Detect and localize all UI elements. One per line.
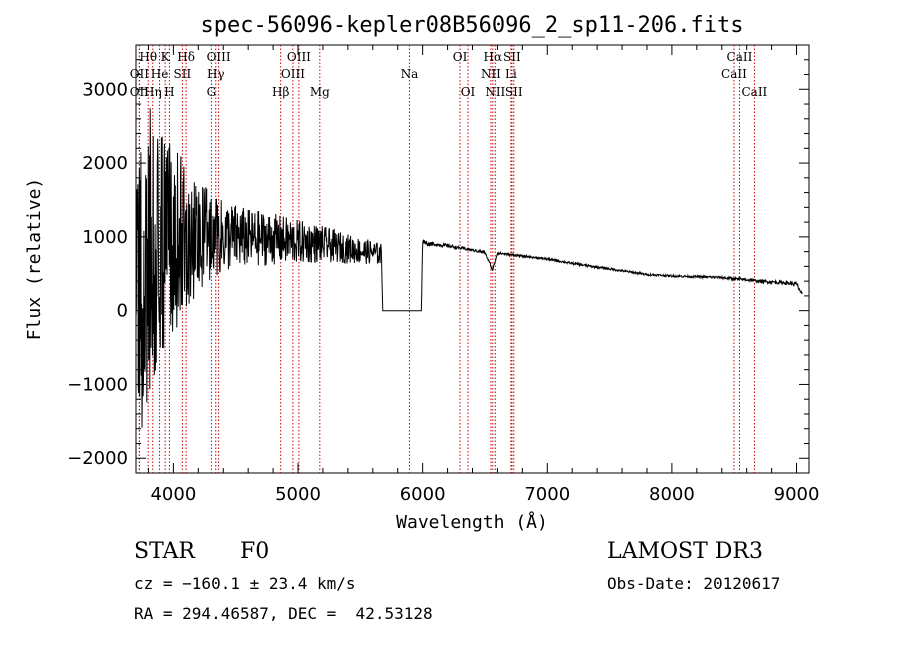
x-tick-label: 8000 (649, 484, 695, 505)
spectrum-line (135, 108, 803, 428)
spectral-line-label: K (161, 50, 171, 64)
x-tick-label: 5000 (275, 484, 321, 505)
x-axis-ticks: 4000 5000 6000 7000 8000 9000 (147, 45, 820, 505)
object-subclass: F0 (240, 539, 270, 564)
x-tick-label: 4000 (150, 484, 196, 505)
spectral-line-label: OII (130, 67, 150, 81)
observation-date: Obs-Date: 20120617 (607, 574, 781, 593)
spectral-line-label: CaII (721, 67, 747, 81)
x-tick-label: 6000 (400, 484, 446, 505)
x-tick-label: 7000 (524, 484, 570, 505)
spectral-line-label: SII (174, 67, 192, 81)
y-tick-label: −2000 (67, 448, 128, 469)
spectral-line-label: NII (485, 85, 505, 99)
spectral-lines-layer (138, 45, 755, 473)
spectral-line-label: CaII (727, 50, 753, 64)
y-tick-label: 1000 (82, 227, 128, 248)
y-axis-ticks: 3000 2000 1000 0 −1000 −2000 (67, 59, 809, 469)
spectral-line-label: Hδ (177, 50, 195, 64)
y-tick-label: 0 (117, 301, 128, 322)
y-tick-label: −1000 (67, 374, 128, 395)
spectrum-layer (135, 108, 803, 428)
y-tick-label: 2000 (82, 153, 128, 174)
spectral-line-label: OIII (281, 67, 305, 81)
spectral-line-label: G (207, 85, 217, 99)
y-axis-label: Flux (relative) (24, 178, 45, 341)
spectral-line-label: Mg (310, 85, 330, 99)
spectral-line-label: OI (461, 85, 476, 99)
object-type: STAR (134, 539, 195, 564)
y-tick-label: 3000 (82, 79, 128, 100)
spectral-line-label: Hη (144, 85, 162, 99)
spectral-line-label: Hα (484, 50, 503, 64)
spectral-line-label: SII (505, 85, 523, 99)
spectral-line-label: NII (481, 67, 501, 81)
spectral-line-label: Hθ (139, 50, 157, 64)
spectral-line-label: OIII (287, 50, 311, 64)
spectral-line-label: Li (505, 67, 517, 81)
spectral-line-label: CaII (741, 85, 767, 99)
spectral-line-label: H (164, 85, 174, 99)
spectral-line-label: SII (503, 50, 521, 64)
survey-name: LAMOST DR3 (607, 539, 763, 564)
spectral-line-label: OII (130, 85, 150, 99)
spectral-line-label: He (151, 67, 169, 81)
spectral-line-label: Hγ (207, 67, 225, 81)
spectral-line-label: Hβ (272, 85, 289, 99)
sky-coordinates: RA = 294.46587, DEC = 42.53128 (134, 604, 433, 623)
spectral-line-label: OIII (207, 50, 231, 64)
redshift-cz: cz = −160.1 ± 23.4 km/s (134, 574, 356, 593)
chart-title: spec-56096-kepler08B56096_2_sp11-206.fit… (200, 13, 743, 38)
spectral-line-label: Na (401, 67, 419, 81)
x-axis-label: Wavelength (Å) (396, 511, 548, 533)
spectral-line-label: OI (453, 50, 468, 64)
x-tick-label: 9000 (774, 484, 820, 505)
